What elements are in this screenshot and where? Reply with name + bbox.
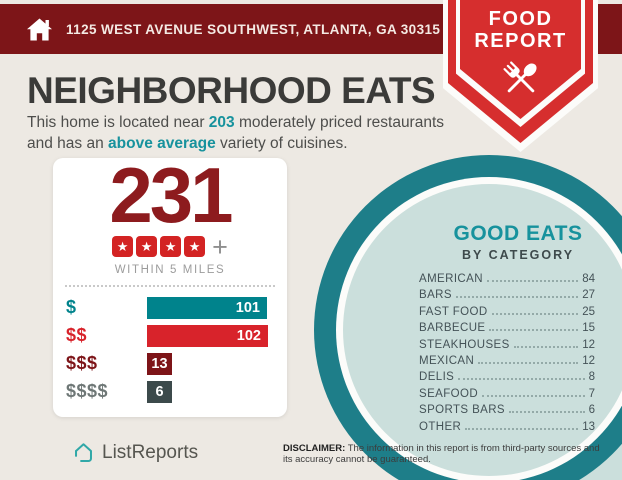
crossed-spoon-fork-icon: [502, 61, 537, 93]
category-name: FAST FOOD: [419, 305, 488, 318]
good-eats-title: GOOD EATS: [453, 222, 583, 245]
category-count: 84: [582, 273, 595, 285]
dotted-leader: [489, 329, 579, 332]
good-eats-subtitle: BY CATEGORY: [461, 248, 575, 262]
dotted-leader: [478, 361, 579, 364]
price-tier-label: $: [66, 297, 77, 318]
category-row: DELIS 8: [419, 371, 595, 387]
category-row: SEAFOOD 7: [419, 388, 595, 404]
category-name: AMERICAN: [419, 273, 483, 285]
category-count: 25: [582, 305, 595, 318]
disclaimer-body: The information in this report is from t…: [283, 443, 600, 466]
dotted-leader: [458, 378, 585, 381]
ribbon-line1: FOOD: [488, 8, 553, 30]
category-count: 13: [582, 420, 595, 433]
star-icon: ★: [184, 236, 206, 258]
brand-name: ListReports: [102, 441, 199, 463]
category-count: 15: [582, 322, 595, 335]
price-tier-label: $$$$: [66, 381, 109, 402]
restaurant-count: 203: [208, 114, 235, 131]
total-restaurant-count: 231: [109, 151, 233, 239]
category-count: 6: [588, 404, 595, 417]
price-tier-label: $$: [66, 325, 88, 346]
intro-post: variety of cuisines.: [215, 135, 348, 153]
bar-row: $101: [66, 294, 274, 322]
star-icon: ★: [160, 236, 182, 258]
food-report-badge: FOOD REPORT: [448, 8, 593, 107]
restaurant-summary-card: 231 ★ ★ ★ ★ + WITHIN 5 MILES $101 $$ 102 $$$ 13 $…: [53, 151, 287, 417]
category-name: BARS: [419, 289, 452, 302]
bar: 102: [147, 324, 268, 347]
category-row: MEXICAN 12: [419, 355, 595, 371]
page-title: NEIGHBORHOOD EATS: [27, 70, 436, 111]
home-icon: [27, 18, 52, 40]
bar: 13: [147, 352, 172, 375]
dotted-leader: [455, 296, 579, 299]
category-name: STEAKHOUSES: [419, 338, 510, 351]
category-name: DELIS: [419, 371, 455, 384]
dotted-leader: [491, 312, 579, 315]
bar-row: $$$$ 6: [66, 378, 274, 406]
star-icon: ★: [136, 236, 158, 258]
category-row: SPORTS BARS 6: [419, 404, 595, 420]
dotted-divider: [65, 284, 275, 287]
category-row: AMERICAN 84: [419, 273, 595, 289]
category-row: FAST FOOD 25: [419, 306, 595, 322]
bar-value: 6: [155, 383, 164, 400]
radius-label: WITHIN 5 MILES: [114, 263, 226, 276]
plus-sign: +: [212, 231, 228, 262]
good-eats-panel: GOOD EATS BY CATEGORY AMERICAN 84 BARS 27 FA…: [419, 222, 595, 437]
listreports-house-icon: [75, 443, 92, 463]
category-row: OTHER 13: [419, 421, 595, 437]
category-row: STEAKHOUSES 12: [419, 339, 595, 355]
dotted-leader: [513, 345, 579, 348]
category-count: 7: [588, 387, 595, 400]
price-tier-bar-chart: $101 $$ 102 $$$ 13 $$$$ 6: [53, 294, 287, 406]
category-name: SEAFOOD: [419, 387, 479, 400]
category-name: SPORTS BARS: [419, 404, 505, 417]
property-address: 1125 WEST AVENUE SOUTHWEST, ATLANTA, GA …: [66, 21, 441, 37]
category-name: OTHER: [419, 420, 462, 433]
category-name: MEXICAN: [419, 354, 475, 367]
listreports-logo: ListReports: [72, 441, 198, 464]
disclaimer-text: DISCLAIMER: The information in this repo…: [283, 443, 609, 466]
disclaimer-label: DISCLAIMER:: [283, 443, 346, 454]
bar-value: 101: [235, 299, 260, 316]
dotted-leader: [465, 427, 579, 430]
ribbon-line2: REPORT: [474, 29, 567, 52]
price-tier-label: $$$: [66, 353, 98, 374]
category-count: 12: [582, 338, 595, 351]
intro-highlight: above average: [108, 135, 216, 153]
bar-row: $$$ 13: [66, 350, 274, 378]
bar-row: $$ 102: [66, 322, 274, 350]
category-name: BARBECUE: [419, 322, 486, 335]
star-rating-row: ★ ★ ★ ★ +: [53, 231, 287, 262]
bar-value: 102: [236, 327, 261, 344]
category-row: BARBECUE 15: [419, 322, 595, 338]
bar: 101: [147, 296, 267, 319]
category-count: 8: [588, 371, 595, 384]
bar: 6: [147, 380, 172, 403]
intro-text: This home is located near 203 moderately…: [27, 112, 451, 155]
dotted-leader: [482, 394, 585, 397]
star-icon: ★: [112, 236, 134, 258]
bar-value: 13: [151, 355, 168, 372]
category-list: AMERICAN 84 BARS 27 FAST FOOD 25 BARBECUE 15 STE…: [419, 273, 595, 437]
category-row: BARS 27: [419, 289, 595, 305]
category-count: 27: [582, 289, 595, 302]
intro-mid: moderately priced restaurants and has an: [27, 114, 445, 153]
dotted-leader: [486, 280, 579, 282]
intro-pre: This home is located near: [27, 114, 209, 131]
dotted-leader: [509, 411, 585, 414]
category-count: 12: [582, 354, 595, 367]
